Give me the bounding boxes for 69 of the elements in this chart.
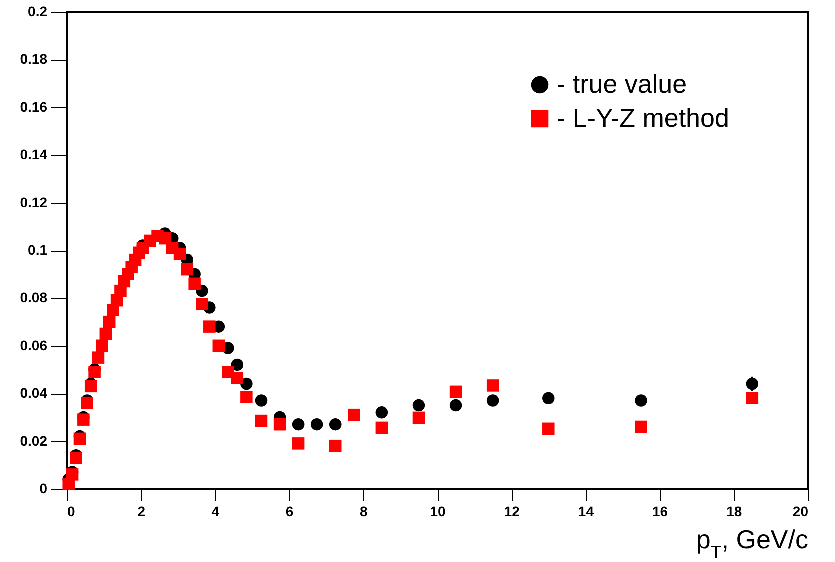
point — [542, 392, 555, 404]
point — [292, 418, 305, 431]
point — [412, 412, 426, 424]
y-tick-label: 0 — [40, 480, 48, 496]
x-tick-label: 4 — [212, 504, 220, 520]
y-tick-label: 0.08 — [20, 290, 48, 306]
point — [292, 438, 305, 450]
x-tick-label: 0 — [68, 504, 76, 520]
point — [96, 340, 108, 352]
point — [81, 397, 94, 410]
point — [450, 399, 462, 412]
point — [240, 378, 253, 390]
point — [78, 414, 90, 426]
point — [240, 391, 253, 404]
point — [348, 408, 360, 422]
legend-label: - L-Y-Z method — [557, 103, 730, 133]
point — [231, 372, 244, 384]
x-axis-title: p$_{T}$, GeV/c — [696, 524, 808, 562]
point — [100, 328, 112, 340]
point — [329, 418, 342, 431]
point — [181, 263, 194, 276]
y-tick-label: 0.1 — [28, 242, 48, 258]
point — [84, 380, 98, 393]
y-tick-label: 0.18 — [20, 51, 48, 68]
point — [92, 352, 105, 364]
point — [188, 278, 201, 290]
point — [635, 420, 648, 434]
x-tick-label: 18 — [726, 504, 742, 520]
x-tick-label: 8 — [360, 504, 368, 520]
point — [376, 422, 388, 434]
point — [66, 468, 79, 481]
x-tick-label: 2 — [138, 504, 146, 520]
point — [212, 340, 226, 352]
point — [88, 366, 101, 378]
y-tick-label: 0.2 — [28, 4, 48, 20]
point — [255, 394, 268, 407]
point — [329, 440, 342, 452]
point — [231, 358, 244, 372]
point — [486, 394, 500, 407]
point — [196, 298, 208, 310]
point — [204, 320, 216, 333]
y-tick-label: 0.14 — [20, 146, 48, 163]
point — [376, 406, 388, 419]
x-tick-label: 14 — [578, 504, 594, 520]
point — [103, 316, 116, 328]
point — [542, 422, 555, 436]
x-tick-label: 12 — [504, 504, 520, 520]
x-tick-label: 10 — [430, 504, 446, 520]
point — [486, 380, 500, 392]
y-tick-label: 0.04 — [20, 385, 48, 402]
point — [274, 418, 286, 431]
x-tick-label: 16 — [652, 504, 668, 520]
point — [74, 432, 86, 446]
point — [310, 418, 324, 431]
point — [255, 414, 268, 428]
legend-label: - true value — [557, 69, 688, 99]
point — [159, 232, 172, 245]
point — [412, 399, 426, 412]
point — [174, 248, 186, 260]
point — [635, 394, 648, 407]
y-tick-label: 0.02 — [20, 432, 48, 449]
y-tick-label: 0.12 — [20, 194, 48, 210]
point — [450, 386, 462, 398]
y-tick-label: 0.06 — [20, 337, 48, 354]
point — [70, 452, 82, 464]
x-tick-label: 6 — [286, 504, 294, 520]
x-tick-label: 20 — [792, 504, 809, 520]
point — [746, 392, 759, 404]
y-tick-label: 0.16 — [20, 98, 48, 115]
